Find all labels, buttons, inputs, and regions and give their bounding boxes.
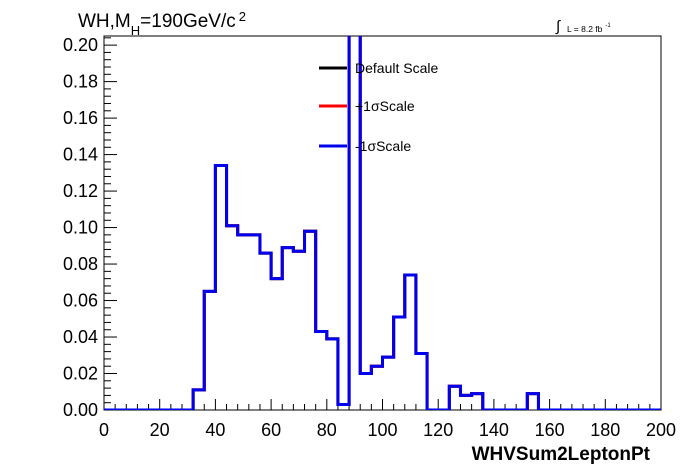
title-sub: H <box>131 23 140 38</box>
y-tick-label: 0.08 <box>63 254 98 274</box>
x-tick-label: 0 <box>99 420 109 440</box>
title: WH,MH=190GeV/c 2 <box>78 9 246 38</box>
x-tick-label: 60 <box>261 420 281 440</box>
axes: 0 20 40 60 80 100 120 140 160 180 200 0.00 0.02 0.04 0… <box>63 35 676 440</box>
legend-label-0: Default Scale <box>355 60 438 76</box>
x-tick-label: 200 <box>646 420 676 440</box>
y-tick-label: 0.12 <box>63 181 98 201</box>
y-tick-label: 0.20 <box>63 35 98 55</box>
x-tick-label: 80 <box>317 420 337 440</box>
y-tick-label: 0.18 <box>63 72 98 92</box>
y-tick-label: 0.10 <box>63 218 98 238</box>
x-tick-label: 140 <box>479 420 509 440</box>
lumi-text: L = 8.2 fb -1 <box>567 23 611 34</box>
x-tick-label: 20 <box>150 420 170 440</box>
x-tick-label: 40 <box>205 420 225 440</box>
y-tick-label: 0.02 <box>63 364 98 384</box>
frame <box>103 35 662 411</box>
y-tick-label: 0.14 <box>63 145 98 165</box>
x-tick-label: 100 <box>367 420 397 440</box>
legend-label-1: +1σScale <box>355 98 415 114</box>
lumi-integral: ∫ <box>555 18 562 35</box>
x-axis-label: WHVSum2LeptonPt <box>472 444 651 465</box>
x-tick-label: 180 <box>590 420 620 440</box>
title-main: WH,M <box>78 11 131 32</box>
x-tick-label: 120 <box>423 420 453 440</box>
y-tick-label: 0.00 <box>63 400 98 420</box>
lumi-sup: -1 <box>605 23 611 29</box>
lumi-value: L = 8.2 fb <box>567 24 603 34</box>
series-line-2 <box>104 36 661 410</box>
y-tick-label: 0.06 <box>63 291 98 311</box>
x-tick-label: 160 <box>535 420 565 440</box>
title-sup: 2 <box>239 9 246 24</box>
y-tick-label: 0.04 <box>63 327 98 347</box>
title-tail: =190GeV/c <box>140 11 236 32</box>
y-tick-label: 0.16 <box>63 108 98 128</box>
plot-area <box>104 36 661 410</box>
legend-label-2: -1σScale <box>355 138 411 154</box>
legend: Default Scale +1σScale -1σScale <box>319 60 438 154</box>
